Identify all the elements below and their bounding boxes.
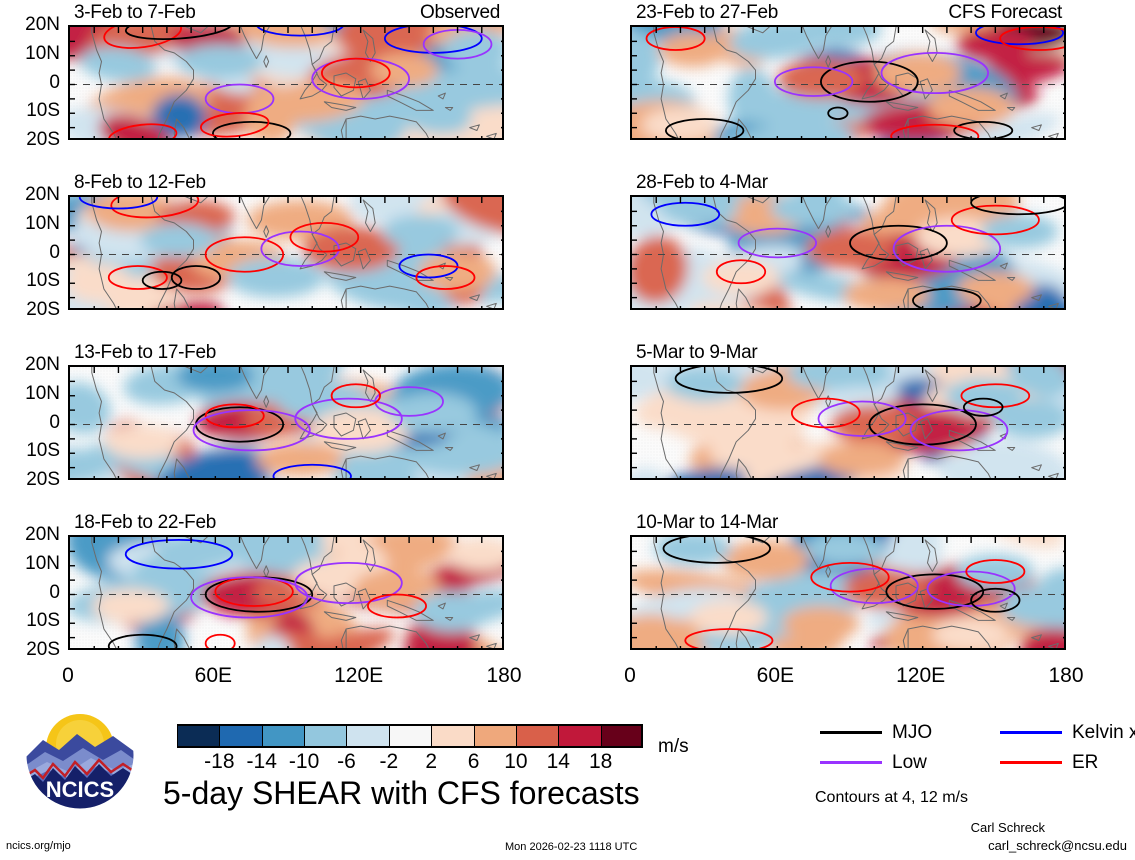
colorbar-tick-14: 14 xyxy=(546,750,570,773)
colorbar-tick--18: -18 xyxy=(204,750,235,773)
y-tick-10N: 10N xyxy=(25,382,60,404)
panel-title-p4: 18-Feb to 22-Feb xyxy=(74,512,217,533)
map-panel-p7 xyxy=(630,365,1066,480)
legend-label-er: ER xyxy=(1072,752,1099,773)
ncics-logo: NCICS xyxy=(25,700,135,810)
colorbar-swatch-4 xyxy=(346,724,389,748)
colorbar-swatch-6 xyxy=(431,724,474,748)
colorbar-tick--6: -6 xyxy=(337,750,356,773)
panel-title-p5: 23-Feb to 27-Feb xyxy=(636,2,779,23)
legend-label-mjo: MJO xyxy=(892,722,933,743)
legend-swatch-low xyxy=(820,761,882,764)
x-tick-180: 180 xyxy=(1048,664,1084,687)
contours-note: Contours at 4, 12 m/s xyxy=(815,789,968,806)
x-tick-0: 0 xyxy=(624,664,636,687)
y-tick-10S: 10S xyxy=(26,270,60,292)
legend-label-kelvin-x2: Kelvin x2 xyxy=(1072,722,1135,743)
legend-swatch-kelvin-x2 xyxy=(1000,731,1062,734)
colorbar-swatch-0 xyxy=(177,724,220,748)
panel-title-p7: 5-Mar to 9-Mar xyxy=(636,342,758,363)
colorbar-tick--14: -14 xyxy=(246,750,277,773)
map-panel-p1 xyxy=(68,25,504,140)
y-tick-0: 0 xyxy=(49,241,60,263)
y-tick-20S: 20S xyxy=(26,469,60,490)
legend-swatch-mjo xyxy=(820,731,882,734)
y-tick-10N: 10N xyxy=(25,212,60,234)
colorbar-swatch-7 xyxy=(473,724,516,748)
panel-title-p3: 13-Feb to 17-Feb xyxy=(74,342,217,363)
x-tick-60E: 60E xyxy=(194,664,233,687)
colorbar-tick-10: 10 xyxy=(504,750,528,773)
y-tick-0: 0 xyxy=(49,411,60,433)
footer-site[interactable]: ncics.org/mjo xyxy=(6,840,71,852)
y-tick-20S: 20S xyxy=(26,299,60,320)
colorbar-swatch-2 xyxy=(261,724,305,748)
legend-swatch-er xyxy=(1000,761,1062,764)
colorbar-tick-2: 2 xyxy=(425,750,438,773)
colorbar-swatch-9 xyxy=(558,724,601,748)
colorbar-swatch-5 xyxy=(388,724,432,748)
y-tick-20S: 20S xyxy=(26,129,60,150)
panel-title-p6: 28-Feb to 4-Mar xyxy=(636,172,768,193)
colorbar-tick-18: 18 xyxy=(588,750,613,773)
y-tick-0: 0 xyxy=(49,71,60,93)
column-header-forecast: CFS Forecast xyxy=(948,2,1062,23)
colorbar xyxy=(177,724,643,748)
x-tick-120E: 120E xyxy=(896,664,946,687)
y-tick-20N: 20N xyxy=(25,524,60,545)
footer-timestamp: Mon 2026-02-23 1118 UTC xyxy=(505,841,638,853)
y-tick-10N: 10N xyxy=(25,42,60,64)
panel-title-p1: 3-Feb to 7-Feb xyxy=(74,2,196,23)
y-tick-10S: 10S xyxy=(26,100,60,122)
y-tick-20N: 20N xyxy=(25,354,60,375)
colorbar-swatch-3 xyxy=(304,724,347,748)
y-tick-20N: 20N xyxy=(25,14,60,35)
x-tick-120E: 120E xyxy=(334,664,384,687)
footer-author: Carl Schreck xyxy=(970,820,1045,835)
colorbar-tick-6: 6 xyxy=(467,750,480,773)
colorbar-tick--2: -2 xyxy=(379,750,399,773)
panel-title-p2: 8-Feb to 12-Feb xyxy=(74,172,206,193)
logo-label: NCICS xyxy=(46,777,114,802)
x-tick-60E: 60E xyxy=(756,664,795,687)
panel-title-p8: 10-Mar to 14-Mar xyxy=(636,512,778,533)
y-tick-20N: 20N xyxy=(25,184,60,205)
legend-label-low: Low xyxy=(892,752,927,773)
map-panel-p6 xyxy=(630,195,1066,310)
y-tick-10S: 10S xyxy=(26,610,60,632)
colorbar-swatch-10 xyxy=(600,724,643,748)
footer-email[interactable]: carl_schreck@ncsu.edu xyxy=(988,838,1127,853)
map-panel-p8 xyxy=(630,535,1066,650)
y-tick-20S: 20S xyxy=(26,639,60,660)
main-title: 5-day SHEAR with CFS forecasts xyxy=(163,775,640,811)
x-tick-180: 180 xyxy=(486,664,522,687)
colorbar-swatch-1 xyxy=(219,724,262,748)
colorbar-swatch-8 xyxy=(515,724,559,748)
map-panel-p3 xyxy=(68,365,504,480)
x-tick-0: 0 xyxy=(62,664,74,687)
colorbar-units-label: m/s xyxy=(658,736,689,757)
map-panel-p2 xyxy=(68,195,504,310)
column-header-observed: Observed xyxy=(420,2,500,23)
colorbar-tick--10: -10 xyxy=(288,750,320,773)
y-tick-10S: 10S xyxy=(26,440,60,462)
y-tick-10N: 10N xyxy=(25,552,60,574)
y-tick-0: 0 xyxy=(49,581,60,603)
map-panel-p5 xyxy=(630,25,1066,140)
map-panel-p4 xyxy=(68,535,504,650)
